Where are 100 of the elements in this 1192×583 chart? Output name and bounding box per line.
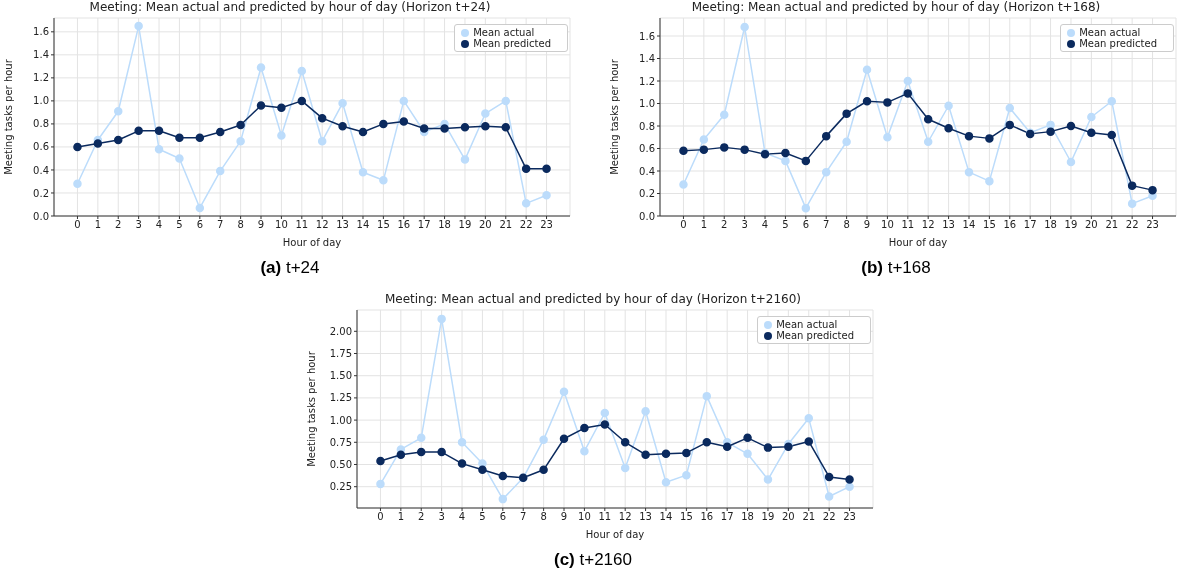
x-tick-label: 7 xyxy=(217,219,224,231)
x-tick-label: 22 xyxy=(519,219,533,231)
x-tick-label: 10 xyxy=(881,219,894,231)
text: (a) t+24 xyxy=(259,258,321,278)
y-tick-label: 0.2 xyxy=(33,187,49,199)
text: (c) t+2160 xyxy=(553,550,633,570)
x-tick-label: 6 xyxy=(802,219,810,231)
x-tick-label: 21 xyxy=(802,511,816,523)
x-tick-label: 23 xyxy=(540,219,553,231)
y-tick-label: 0.6 xyxy=(33,141,49,153)
y-tick-label: 0.75 xyxy=(329,436,352,448)
x-tick-label: 6 xyxy=(196,219,204,231)
text: (b) t+168 xyxy=(860,258,932,278)
x-tick-label: 2 xyxy=(115,219,122,231)
y-tick-label: 0.4 xyxy=(639,165,655,177)
y-tick-label: 0.8 xyxy=(639,120,655,132)
x-tick-label: 9 xyxy=(560,511,568,523)
x-tick-label: 2 xyxy=(418,511,425,523)
y-tick-label: 2.00 xyxy=(329,325,352,337)
legend-label: Mean actual xyxy=(776,319,838,330)
x-tick-label: 1 xyxy=(94,219,102,231)
chart-title: Meeting: Mean actual and predicted by hour of day (Horizon t+24) xyxy=(88,0,492,16)
x-tick-label: 4 xyxy=(155,219,163,231)
x-tick-label: 20 xyxy=(478,219,492,231)
x-tick-label: 17 xyxy=(720,511,734,523)
y-tick-label: 1.2 xyxy=(639,75,655,87)
y-tick-label: 1.0 xyxy=(33,95,49,107)
legend-label: Mean predicted xyxy=(1079,38,1157,49)
y-tick-label: 1.6 xyxy=(639,30,655,42)
x-tick-label: 3 xyxy=(438,511,445,523)
x-tick-label: 15 xyxy=(680,511,693,523)
x-tick-label: 12 xyxy=(921,219,935,231)
x-axis-title: Hour of day xyxy=(282,237,342,248)
x-tick-label: 20 xyxy=(1084,219,1098,231)
x-tick-label: 9 xyxy=(863,219,871,231)
x-tick-label: 15 xyxy=(983,219,996,231)
x-tick-label: 0 xyxy=(74,219,81,231)
legend-label: Mean actual xyxy=(473,27,535,38)
y-tick-label: 0.4 xyxy=(33,164,49,176)
y-tick-label: 1.50 xyxy=(329,370,352,382)
x-tick-label: 18 xyxy=(741,511,754,523)
x-tick-label: 16 xyxy=(397,219,411,231)
x-tick-label: 5 xyxy=(782,219,789,231)
y-tick-label: 1.0 xyxy=(639,98,655,110)
x-tick-label: 19 xyxy=(458,219,472,231)
x-tick-label: 12 xyxy=(315,219,329,231)
x-axis-title: Hour of day xyxy=(585,529,645,540)
x-tick-label: 12 xyxy=(618,511,632,523)
y-tick-label: 0.50 xyxy=(329,459,352,471)
x-tick-label: 11 xyxy=(598,511,612,523)
y-tick-label: 1.4 xyxy=(33,49,49,61)
legend-label: Mean predicted xyxy=(776,330,854,341)
x-tick-label: 8 xyxy=(237,219,244,231)
y-tick-label: 1.2 xyxy=(33,72,49,84)
x-tick-label: 2 xyxy=(721,219,728,231)
x-tick-label: 8 xyxy=(843,219,850,231)
y-tick-label: 0.2 xyxy=(639,188,655,200)
x-tick-label: 8 xyxy=(540,511,547,523)
x-axis-title: Hour of day xyxy=(888,237,948,248)
x-tick-label: 18 xyxy=(1044,219,1057,231)
x-tick-label: 4 xyxy=(458,511,466,523)
legend-label: Mean actual xyxy=(1079,27,1141,38)
chart-title: Meeting: Mean actual and predicted by hour of day (Horizon t+168) xyxy=(690,0,1102,16)
x-tick-label: 3 xyxy=(741,219,748,231)
x-tick-label: 14 xyxy=(356,219,370,231)
legend-label: Mean predicted xyxy=(473,38,551,49)
x-tick-label: 13 xyxy=(336,219,349,231)
x-tick-label: 0 xyxy=(377,511,384,523)
y-tick-label: 1.6 xyxy=(33,26,49,38)
x-tick-label: 14 xyxy=(659,511,673,523)
x-tick-label: 1 xyxy=(397,511,405,523)
x-tick-label: 5 xyxy=(479,511,486,523)
x-tick-label: 17 xyxy=(1023,219,1037,231)
x-tick-label: 4 xyxy=(761,219,769,231)
chart-title: Meeting: Mean actual and predicted by hour of day (Horizon t+2160) xyxy=(383,292,803,308)
y-tick-label: 0.25 xyxy=(329,481,352,493)
x-tick-label: 16 xyxy=(1003,219,1017,231)
x-tick-label: 11 xyxy=(295,219,309,231)
x-tick-label: 14 xyxy=(962,219,976,231)
y-axis-title: Meeting tasks per hour xyxy=(608,58,620,175)
x-tick-label: 7 xyxy=(823,219,830,231)
x-tick-label: 10 xyxy=(578,511,591,523)
x-tick-label: 10 xyxy=(275,219,288,231)
y-tick-label: 1.75 xyxy=(329,348,352,360)
y-axis-title: Meeting tasks per hour xyxy=(2,58,14,175)
x-tick-label: 5 xyxy=(176,219,183,231)
x-tick-label: 21 xyxy=(1105,219,1119,231)
x-tick-label: 23 xyxy=(1146,219,1159,231)
x-tick-label: 20 xyxy=(781,511,795,523)
x-tick-label: 16 xyxy=(700,511,714,523)
x-tick-label: 3 xyxy=(135,219,142,231)
y-axis-title: Meeting tasks per hour xyxy=(305,350,317,467)
y-tick-label: 1.4 xyxy=(639,53,655,65)
x-tick-label: 13 xyxy=(942,219,955,231)
y-tick-label: 0.0 xyxy=(639,210,655,222)
x-tick-label: 19 xyxy=(761,511,775,523)
y-tick-label: 0.8 xyxy=(33,118,49,130)
x-tick-label: 6 xyxy=(499,511,507,523)
x-tick-label: 11 xyxy=(901,219,915,231)
x-tick-label: 21 xyxy=(499,219,513,231)
